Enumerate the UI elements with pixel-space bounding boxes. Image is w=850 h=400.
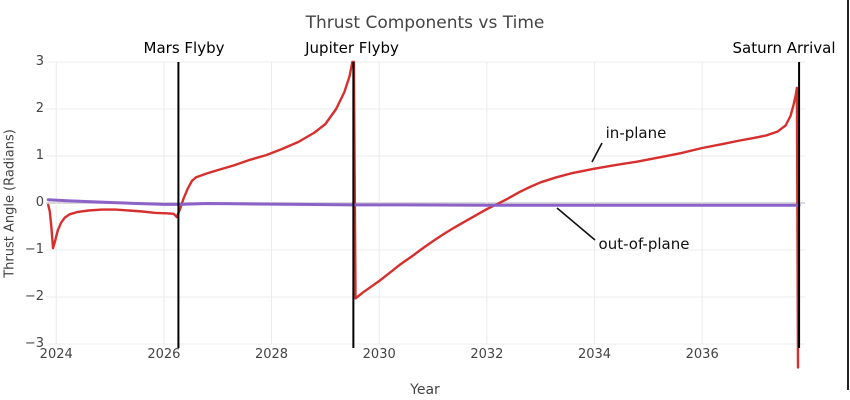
y-tick-label: 1 — [35, 148, 44, 163]
annotation-leader-line — [591, 142, 603, 163]
x-tick-label: 2026 — [147, 347, 181, 362]
annotation-label-in-plane: in-plane — [605, 124, 667, 142]
y-tick-label: 0 — [35, 195, 44, 210]
event-label: Mars Flyby — [143, 39, 225, 57]
event-label: Jupiter Flyby — [305, 39, 399, 57]
chart-title: Thrust Components vs Time — [305, 13, 545, 33]
x-tick-label: 2032 — [470, 347, 504, 362]
y-tick-label: 3 — [35, 54, 44, 69]
y-tick-label: −1 — [24, 242, 44, 257]
x-axis-title: Year — [410, 382, 440, 398]
y-tick-label: −3 — [24, 336, 44, 351]
x-tick-label: 2036 — [685, 347, 719, 362]
event-label: Saturn Arrival — [732, 39, 836, 57]
series-path-in-plane — [47, 60, 800, 369]
y-tick-label: −2 — [24, 289, 44, 304]
right-edge-line — [847, 0, 849, 390]
x-tick-label: 2024 — [39, 347, 73, 362]
series-path-out-of-plane — [46, 198, 801, 207]
x-tick-label: 2034 — [577, 347, 612, 362]
annotation-label-out-of-plane: out-of-plane — [598, 235, 690, 253]
x-tick-label: 2028 — [254, 347, 289, 362]
x-tick-label: 2030 — [362, 347, 396, 362]
y-tick-label: 2 — [35, 101, 44, 116]
annotation-leader-line — [556, 207, 596, 241]
